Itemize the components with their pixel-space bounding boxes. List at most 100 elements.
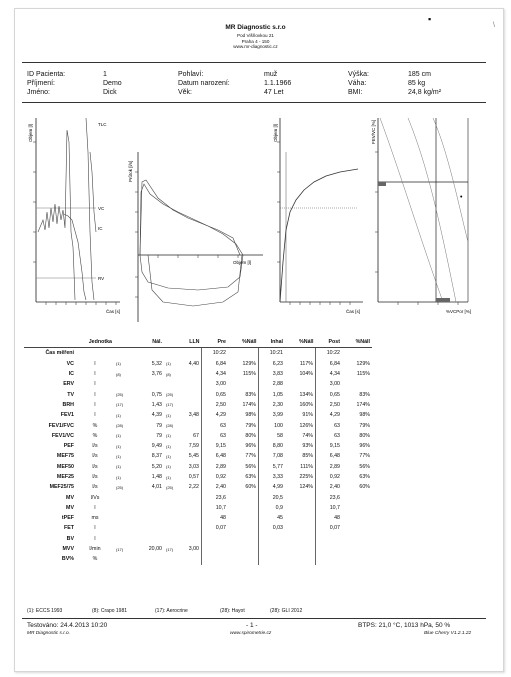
c3-ylabel: Objem [l] — [273, 124, 278, 142]
cell-pref: (1) — [166, 464, 171, 470]
cell-pref — [164, 523, 180, 533]
cell-unit: l — [94, 504, 96, 511]
table-row: MEF50 l/s (1) 5,20 (1) 3,03 2,89 56% 5,77 111% 2,8… — [24, 461, 372, 472]
cell-unit: ms — [91, 515, 99, 522]
cell-post: 4,29 — [315, 410, 342, 421]
cell-pref: (1) — [166, 474, 171, 480]
cell-pre: 63 — [201, 420, 228, 431]
cell-inh: 20,5 — [258, 492, 285, 503]
cell-inh: 2,30 — [258, 399, 285, 411]
cell-pref: (1) — [166, 433, 171, 439]
cell-inh-p — [285, 554, 316, 564]
cell-inh-p — [285, 534, 316, 544]
cell-lln — [180, 534, 202, 544]
label: BMI: — [348, 89, 363, 96]
cell-post-p: 77% — [359, 453, 370, 460]
cell-pre-p: 96% — [245, 443, 256, 450]
cell-inh-p — [285, 503, 316, 513]
cell-lln — [180, 554, 202, 564]
ref-5: (28): GLI 2012 — [270, 608, 303, 614]
cell-pref: (17) — [166, 546, 174, 552]
label: Datum narození: — [178, 80, 230, 87]
cell-pre-p — [228, 503, 259, 513]
cell-pre: 2,89 — [201, 461, 228, 472]
edge-mark: \ — [493, 22, 495, 29]
cell-pred — [130, 523, 164, 533]
cell-pre: 0,07 — [201, 523, 228, 534]
btps-conditions: BTPS: 21,0 °C, 1013 hPa, 50 % — [358, 622, 451, 629]
cell-inh: 100 — [258, 420, 285, 431]
cell-inh: 3,33 — [258, 471, 285, 483]
cell-inh-p — [285, 379, 316, 389]
company-name: MR Diagnostic s.r.o — [225, 24, 286, 31]
cell-inh-p — [285, 544, 316, 554]
cell-pred: 4,01 — [151, 484, 162, 491]
time-label: Čas měření — [45, 350, 74, 357]
cell-param: FET — [63, 525, 74, 532]
cell-post: 0,65 — [315, 389, 342, 400]
cell-post-p: 56% — [359, 463, 370, 470]
time-row: Čas měření 10:22 10:21 10:22 — [24, 347, 372, 359]
cell-pre-p: 98% — [245, 412, 256, 419]
cell-pref: (25) — [166, 392, 174, 398]
page-number: - 1 - — [246, 622, 258, 629]
table-row: MEF25/75 l/s (25) 4,01 (25) 2,22 2,40 60% 4,99 12… — [24, 482, 372, 493]
patient-col-1: ID Pacienta: 1 Příjmení: Demo Jméno: Dick — [27, 70, 122, 97]
cell-ref — [114, 523, 130, 533]
label: Jméno: — [27, 89, 50, 96]
cell-pre-p: 77% — [245, 453, 256, 460]
value: Demo — [103, 80, 122, 87]
volume-time-chart-2: Objem [l] Čas [s] — [273, 118, 363, 314]
tag-vc: VC — [98, 206, 105, 211]
cell-post-p: 80% — [359, 432, 370, 439]
c4-ylabel: FEV/VC [%] — [371, 120, 376, 144]
cell-pre-p — [228, 554, 259, 564]
col-inhal: Inhal — [258, 337, 285, 349]
cell-param: FEV1/VC — [51, 432, 74, 439]
cell-post-p: 96% — [359, 443, 370, 450]
cell-unit: l/Vs — [90, 494, 100, 501]
cell-post: 6,48 — [315, 451, 342, 462]
cell-inh: 58 — [258, 430, 285, 441]
cell-lln: 2,22 — [188, 484, 199, 491]
value: Dick — [103, 89, 117, 96]
cell-param: FEV1 — [60, 412, 74, 419]
address-line-2: Praha 4 - 150 — [241, 38, 270, 44]
cell-pred — [130, 554, 164, 564]
label: ID Pacienta: — [27, 71, 66, 78]
label: Příjmení: — [27, 80, 56, 87]
cell-inh: 2,88 — [258, 379, 285, 390]
value: 47 Let — [264, 89, 284, 96]
ref-3: (17): Aerocrine — [155, 608, 188, 614]
table-row: ERV l 3,00 2,88 3,00 — [24, 379, 372, 390]
cell-post: 0,07 — [315, 523, 342, 534]
cell-pref: (1) — [166, 412, 171, 418]
cell-inh-p — [285, 492, 316, 502]
table-row: FEV1 l (1) 4,39 (1) 3,48 4,29 98% 3,99 91% 4,29 98% — [24, 410, 372, 421]
cell-pref: (1) — [166, 453, 171, 459]
ref-1: (1): ECCS 1993 — [27, 608, 63, 614]
cell-post-p — [342, 492, 372, 502]
cell-pref — [164, 503, 180, 513]
table-row: FEV1/VC% (1) 79 (1) 67 63 80% 58 74% 63 80% — [24, 430, 372, 441]
cell-pre: 2,50 — [201, 399, 228, 411]
c1-xlabel: Čas [s] — [106, 308, 120, 314]
cell-unit: l/min — [89, 546, 101, 553]
table-row: BV%% — [24, 554, 372, 565]
fev-vc-chart: • FEV/VC [%] %VCPor [%] — [371, 117, 471, 314]
cell-post — [315, 533, 342, 544]
cell-lln — [180, 492, 202, 502]
cell-param: MVV — [62, 546, 74, 553]
col-post-pct: %Náll — [342, 337, 372, 349]
cell-inh-p: 126% — [299, 422, 313, 429]
col-pred: Nál. — [130, 337, 164, 349]
results-table: Jednotka Nál. LLN Pre %Náll Inhal %Náll … — [24, 337, 372, 565]
cell-pref: (1) — [166, 443, 171, 449]
cell-inh: 6,23 — [258, 358, 285, 369]
cell-post: 2,40 — [315, 482, 342, 493]
col-pre-pct: %Náll — [228, 337, 259, 349]
cell-unit: l — [94, 525, 96, 532]
cell-pre: 3,00 — [201, 379, 228, 390]
cell-ref: (25) — [116, 392, 124, 398]
cell-post: 2,50 — [315, 399, 342, 411]
